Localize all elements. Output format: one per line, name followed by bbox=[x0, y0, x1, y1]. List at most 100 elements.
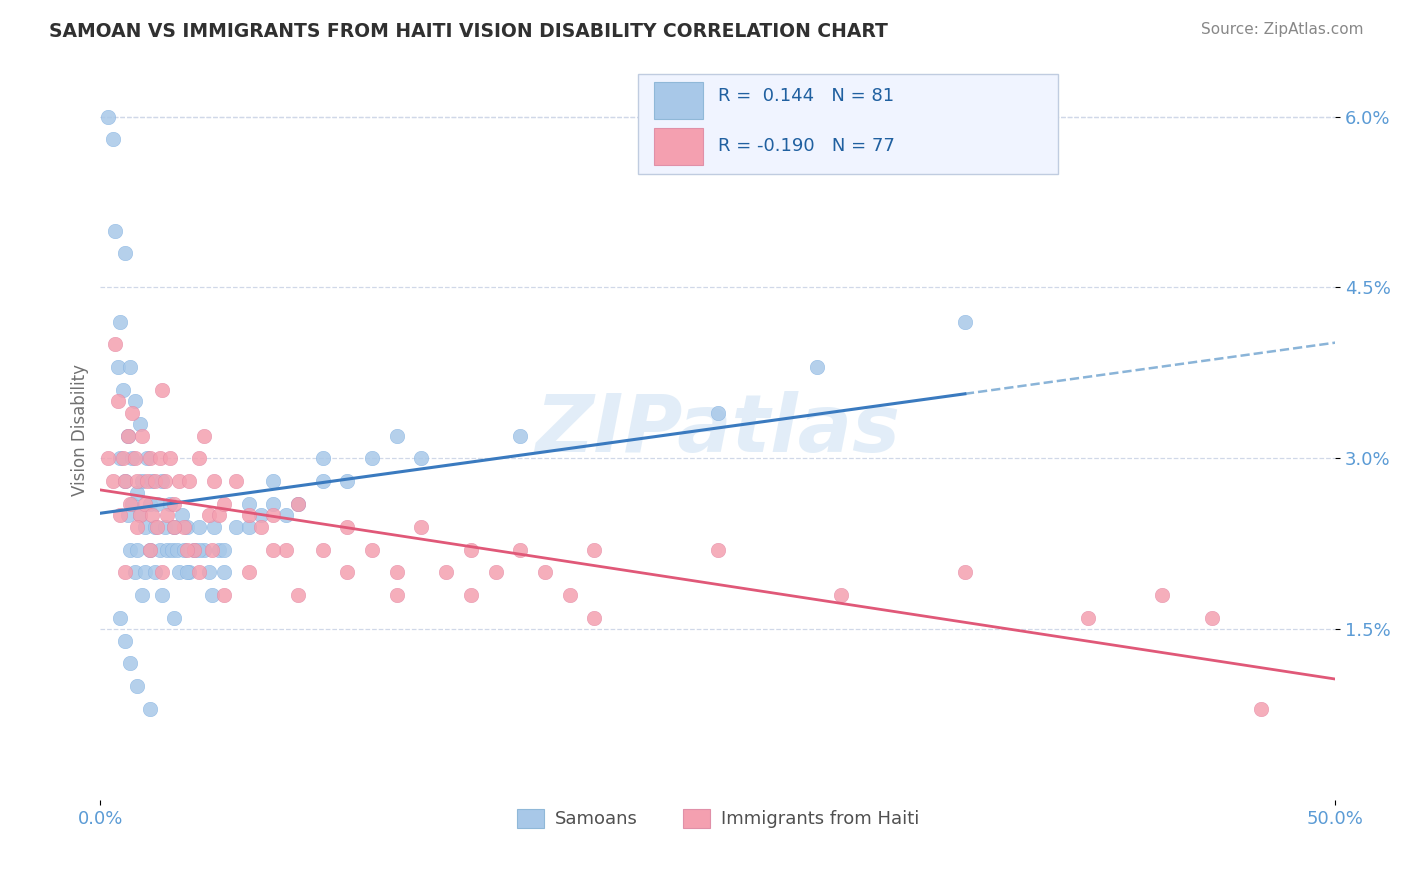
Point bbox=[202, 474, 225, 488]
Point bbox=[117, 428, 139, 442]
Point bbox=[134, 566, 156, 580]
Point bbox=[262, 508, 284, 523]
Point bbox=[200, 588, 222, 602]
Point bbox=[114, 566, 136, 580]
Point bbox=[198, 566, 221, 580]
Point bbox=[141, 508, 163, 523]
Text: R =  0.144   N = 81: R = 0.144 N = 81 bbox=[718, 87, 894, 105]
Point bbox=[212, 588, 235, 602]
Point bbox=[121, 497, 143, 511]
Point bbox=[128, 417, 150, 432]
Point bbox=[238, 508, 260, 523]
Point bbox=[460, 542, 482, 557]
Point bbox=[176, 520, 198, 534]
Point bbox=[509, 542, 531, 557]
Point bbox=[193, 542, 215, 557]
Point bbox=[118, 542, 141, 557]
Point bbox=[114, 633, 136, 648]
Point bbox=[361, 451, 384, 466]
Point bbox=[361, 542, 384, 557]
Point bbox=[1152, 588, 1174, 602]
Point bbox=[108, 315, 131, 329]
Point bbox=[169, 474, 191, 488]
Point bbox=[121, 406, 143, 420]
Point bbox=[124, 566, 146, 580]
Point bbox=[150, 474, 173, 488]
Point bbox=[118, 657, 141, 671]
Point bbox=[104, 223, 127, 237]
Point bbox=[179, 474, 201, 488]
Point bbox=[139, 702, 162, 716]
Point bbox=[434, 566, 457, 580]
Point bbox=[806, 360, 828, 375]
Point bbox=[287, 588, 309, 602]
Point bbox=[131, 428, 153, 442]
Point bbox=[183, 542, 205, 557]
Point bbox=[1250, 702, 1272, 716]
Point bbox=[212, 566, 235, 580]
Point bbox=[274, 508, 297, 523]
Point bbox=[208, 508, 231, 523]
Point bbox=[169, 566, 191, 580]
Point bbox=[160, 542, 183, 557]
Point bbox=[173, 520, 195, 534]
Point bbox=[127, 485, 149, 500]
Point bbox=[534, 566, 557, 580]
Point bbox=[117, 428, 139, 442]
Point bbox=[127, 520, 149, 534]
Point bbox=[212, 497, 235, 511]
Point bbox=[107, 394, 129, 409]
Point bbox=[124, 394, 146, 409]
Point bbox=[107, 360, 129, 375]
Point bbox=[101, 132, 124, 146]
Point bbox=[149, 542, 172, 557]
Point bbox=[108, 508, 131, 523]
Point bbox=[173, 542, 195, 557]
Point bbox=[460, 588, 482, 602]
Point bbox=[311, 474, 333, 488]
Point bbox=[118, 497, 141, 511]
Point bbox=[385, 588, 408, 602]
Point bbox=[202, 520, 225, 534]
Point bbox=[143, 566, 166, 580]
Point bbox=[134, 497, 156, 511]
Point bbox=[262, 474, 284, 488]
Point bbox=[250, 520, 273, 534]
Point bbox=[114, 246, 136, 260]
Point bbox=[127, 542, 149, 557]
Point bbox=[97, 110, 120, 124]
Point bbox=[212, 542, 235, 557]
Point bbox=[558, 588, 581, 602]
Point bbox=[108, 451, 131, 466]
Point bbox=[274, 542, 297, 557]
Point bbox=[159, 497, 181, 511]
Point bbox=[141, 474, 163, 488]
Point bbox=[208, 542, 231, 557]
Point bbox=[143, 520, 166, 534]
Point bbox=[163, 611, 186, 625]
Point bbox=[707, 406, 730, 420]
Point bbox=[411, 520, 433, 534]
Point bbox=[179, 566, 201, 580]
Point bbox=[159, 451, 181, 466]
Point bbox=[136, 474, 159, 488]
Point bbox=[127, 474, 149, 488]
Point bbox=[262, 497, 284, 511]
Point bbox=[139, 542, 162, 557]
Point bbox=[128, 508, 150, 523]
Point bbox=[225, 474, 247, 488]
Point bbox=[118, 360, 141, 375]
Point bbox=[170, 508, 193, 523]
Point bbox=[128, 508, 150, 523]
Point bbox=[153, 474, 176, 488]
Point bbox=[108, 611, 131, 625]
Point bbox=[149, 451, 172, 466]
Text: ZIPatlas: ZIPatlas bbox=[536, 391, 900, 469]
Point bbox=[953, 315, 976, 329]
Point bbox=[139, 542, 162, 557]
Point bbox=[188, 451, 211, 466]
Point bbox=[250, 508, 273, 523]
Point bbox=[131, 474, 153, 488]
Point bbox=[385, 566, 408, 580]
Point bbox=[183, 542, 205, 557]
